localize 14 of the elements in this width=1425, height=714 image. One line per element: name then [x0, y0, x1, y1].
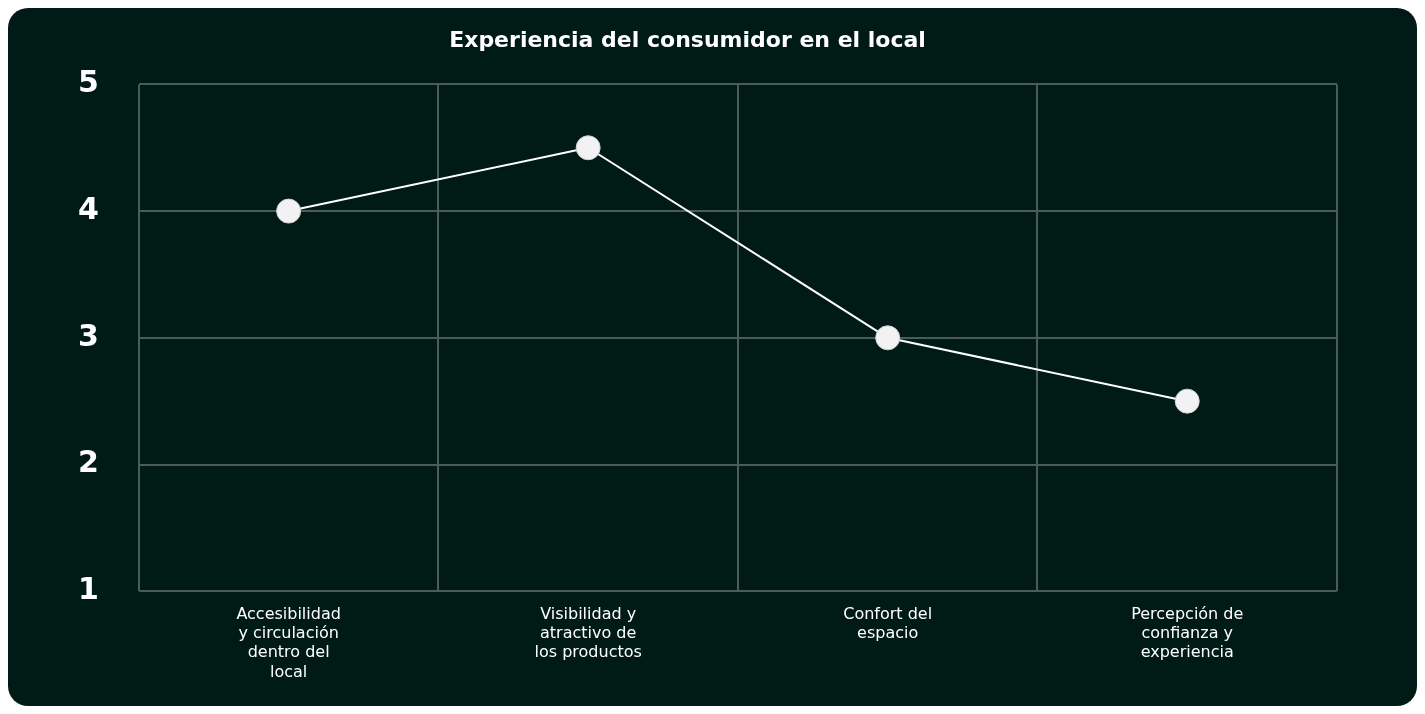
y-tick-label: 3 [78, 317, 99, 353]
point [875, 325, 901, 351]
x-tick-label: Confort del espacio [843, 603, 933, 643]
x-tick-label: Percepción de confianza y experiencia [1131, 603, 1244, 662]
x-tick-label: Accesibilidad y circulación dentro del local [236, 603, 341, 681]
point [575, 135, 601, 161]
y-tick-label: 1 [78, 571, 99, 606]
point [276, 198, 302, 224]
y-tick-label: 5 [78, 64, 99, 100]
x-tick-label: Visibilidad y atractivo de los productos [534, 603, 642, 662]
point [1174, 388, 1200, 414]
chart-title: Experiencia del consumidor en el local [449, 26, 926, 52]
y-tick-label: 2 [78, 444, 99, 480]
y-tick-label: 4 [78, 190, 99, 226]
